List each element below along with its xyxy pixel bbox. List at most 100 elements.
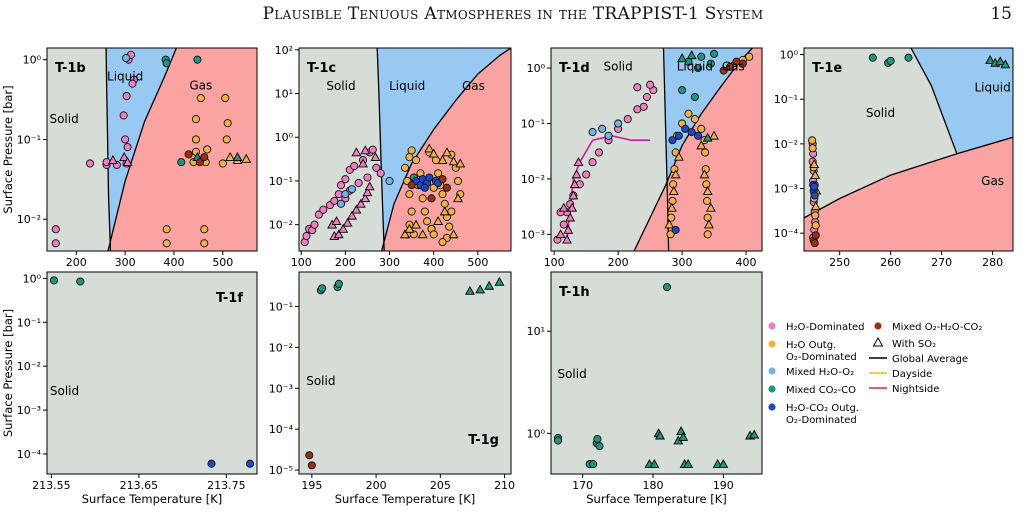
data-point-circle xyxy=(445,222,454,231)
data-point-triangle xyxy=(338,223,349,233)
data-point-circle xyxy=(589,460,598,469)
data-point-triangle xyxy=(571,169,582,179)
panel-t-1h: Solid T-1h 170 180 190 10⁰ 10¹ Surface Temperat… xyxy=(527,271,763,506)
y-tick-label: 10⁰ xyxy=(23,272,42,285)
y-tick-label: 10¹ xyxy=(527,325,545,338)
data-point-circle xyxy=(363,173,372,182)
data-point-triangle xyxy=(331,216,342,226)
region-label-solid: Solid xyxy=(866,106,895,120)
legend-item: Nightside xyxy=(869,384,939,395)
panel-t-1c: Solid Liquid Gas T-1c 100 200 300 400 500 10⁻² 10⁻… xyxy=(269,44,512,269)
x-tick-label: 270 xyxy=(931,256,952,269)
x-tick-label: 195 xyxy=(301,479,322,492)
y-tick-label: 10⁻⁴ xyxy=(269,423,294,436)
data-point-circle xyxy=(553,436,563,445)
phase-boundary-t-1b-0 xyxy=(105,48,112,251)
data-point-triangle xyxy=(558,202,569,212)
data-point-triangle xyxy=(569,179,580,189)
data-point-circle xyxy=(442,183,452,192)
axes-frame-t-1h xyxy=(550,271,763,475)
panel-title: T-1c xyxy=(307,61,336,76)
data-point-triangle xyxy=(453,193,463,203)
data-point-triangle xyxy=(555,229,566,239)
panel-title: T-1e xyxy=(812,61,842,76)
x-tick-label: 200 xyxy=(335,256,356,269)
panel-t-1b: Solid Liquid Gas T-1b 200 300 400 500 10⁻² 10⁻¹ 10… xyxy=(1,47,258,269)
region-label-solid: Solid xyxy=(306,374,335,388)
y-tick-label: 10⁻² xyxy=(774,138,798,151)
y-tick-label: 10⁻¹ xyxy=(269,175,293,188)
data-point-circle xyxy=(438,238,447,247)
data-point-triangle xyxy=(677,53,688,63)
data-point-triangle xyxy=(364,181,375,191)
data-point-triangle xyxy=(347,210,357,220)
data-point-triangle xyxy=(562,234,572,244)
data-point-circle xyxy=(222,135,231,144)
data-point-circle xyxy=(429,230,438,239)
legend-label: O₂-Dominated xyxy=(786,415,857,426)
data-point-triangle xyxy=(1000,59,1011,69)
gas-region-t-1e xyxy=(804,137,1013,251)
x-tick-label: 213.75 xyxy=(207,479,246,492)
x-tick-label: 250 xyxy=(829,256,850,269)
data-point-triangle xyxy=(670,169,681,179)
data-point-circle xyxy=(604,131,613,140)
legend: H₂O-Dominated H₂O Outg.O₂-Dominated Mixed … xyxy=(768,322,982,426)
legend-label: H₂O-Dominated xyxy=(786,322,865,333)
data-point-circle xyxy=(623,115,632,124)
data-point-circle xyxy=(411,156,421,165)
data-point-triangle xyxy=(705,202,716,212)
data-point-circle xyxy=(559,220,568,229)
region-label-solid: Solid xyxy=(557,367,586,381)
data-point-circle xyxy=(667,213,676,222)
x-tick-label: 400 xyxy=(423,256,444,269)
data-point-circle xyxy=(196,94,205,103)
page-header-title: Plausible Tenuous Atmospheres in the TRA… xyxy=(262,4,764,24)
x-tick-label: 500 xyxy=(467,256,488,269)
data-point-circle xyxy=(593,434,602,444)
data-point-circle xyxy=(336,181,346,190)
data-point-circle xyxy=(598,124,607,133)
data-point-circle xyxy=(427,194,436,203)
data-point-triangle xyxy=(342,217,353,227)
data-point-triangle xyxy=(686,50,697,60)
data-point-circle xyxy=(200,153,209,162)
data-point-circle xyxy=(347,185,357,194)
data-point-triangle xyxy=(448,156,459,166)
y-tick-label: 10¹ xyxy=(275,88,293,101)
y-tick-label: 10⁻³ xyxy=(774,183,798,196)
y-tick-label: 10⁻¹ xyxy=(774,93,798,106)
data-point-triangle xyxy=(433,216,444,226)
legend-item: H₂O Outg.O₂-Dominated xyxy=(768,340,857,363)
legend-item: Dayside xyxy=(869,369,932,380)
y-tick-label: 10⁰ xyxy=(527,62,546,75)
y-tick-label: 10⁻² xyxy=(17,213,41,226)
data-point-circle xyxy=(810,239,819,248)
data-point-circle xyxy=(319,205,328,214)
data-point-circle xyxy=(372,163,381,172)
legend-label: O₂-Dominated xyxy=(786,352,857,363)
data-point-triangle xyxy=(355,198,366,208)
data-point-circle xyxy=(666,230,675,239)
data-point-circle xyxy=(701,148,710,157)
data-point-circle xyxy=(697,52,706,61)
x-tick-label: 300 xyxy=(379,256,400,269)
region-label-gas: Gas xyxy=(189,79,212,93)
data-point-circle xyxy=(702,180,711,189)
y-tick-label: 10⁻⁵ xyxy=(269,464,293,477)
solid-region-t-1h xyxy=(551,272,762,474)
data-point-triangle xyxy=(494,276,505,286)
legend-label: Mixed CO₂-CO xyxy=(786,385,856,396)
data-point-circle xyxy=(123,143,132,152)
data-point-triangle xyxy=(749,429,760,439)
phase-boundary-t-1c-0 xyxy=(376,48,385,251)
data-point-circle xyxy=(191,135,201,144)
data-point-circle xyxy=(687,128,696,137)
panel-t-1f: Solid T-1f 213.55 213.65 213.75 10⁻⁴ 10⁻³ 10⁻² 1… xyxy=(1,271,258,506)
data-point-circle xyxy=(407,181,416,190)
data-point-circle xyxy=(218,159,227,168)
legend-item: With SO₂ xyxy=(872,336,936,350)
data-point-circle xyxy=(904,53,913,62)
data-point-circle xyxy=(588,128,597,137)
data-point-circle xyxy=(811,221,820,230)
